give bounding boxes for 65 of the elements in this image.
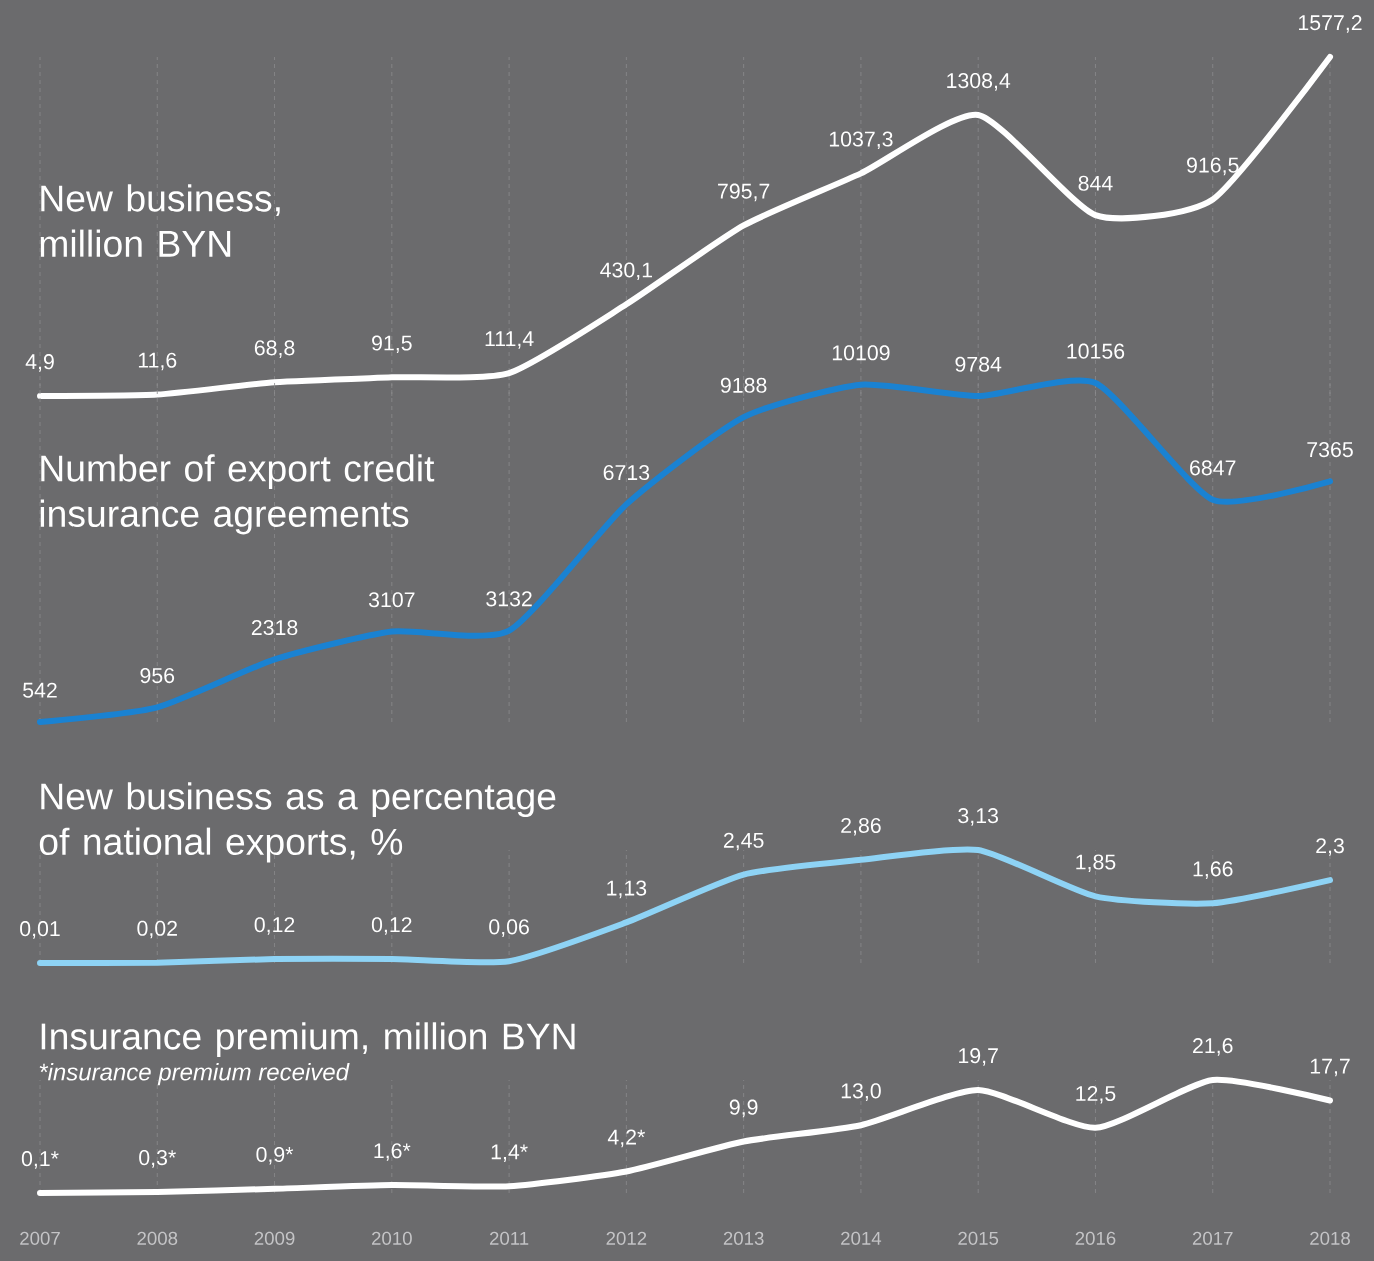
data-label: 2,3 [1316,838,1344,856]
data-label: 1,6* [374,1143,411,1161]
data-label: 3132 [486,591,532,607]
data-label: 1,66 [1193,861,1233,879]
data-label: 1,13 [607,880,647,899]
x-tick-label: 2010 [372,1231,412,1245]
data-label: 542 [23,682,57,698]
data-label: 3107 [368,592,415,608]
data-label: 2318 [251,620,298,636]
data-label: 4,9 [25,354,54,372]
data-label: 956 [140,668,175,684]
x-tick-label: 2013 [723,1231,764,1245]
data-label: 111,4 [485,331,534,349]
x-tick-label: 2009 [254,1231,295,1245]
data-label: 1037,3 [829,131,893,150]
data-label: 844 [1078,175,1113,191]
data-label: 0,12 [254,917,295,935]
data-label: 3,13 [958,808,998,826]
x-tick-label: 2011 [489,1231,529,1245]
data-label: 6713 [603,465,650,481]
x-tick-label: 2015 [958,1231,999,1245]
data-label: 0,12 [371,917,412,935]
data-label: 1,85 [1076,854,1116,873]
data-label: 9188 [720,377,767,393]
data-label: 4,2* [607,1129,646,1148]
data-label: 0,9* [256,1146,294,1165]
data-label: 0,06 [489,919,529,937]
data-label: 11,6 [138,352,177,371]
data-label: 91,5 [372,335,412,354]
data-label: 68,8 [254,340,295,358]
annotation: *insurance premium received [39,1062,350,1086]
x-tick-label: 2014 [841,1231,882,1245]
data-label: 10156 [1067,343,1125,359]
data-label: 6847 [1190,460,1236,476]
x-tick-label: 2007 [20,1231,60,1245]
data-label: 430,1 [600,262,652,281]
data-label: 0,3* [139,1150,176,1168]
data-label: 1577,2 [1299,15,1362,33]
data-label: 21,6 [1193,1038,1233,1056]
data-label: 17,7 [1310,1058,1350,1077]
text: Number of export credit insurance agreements [40,454,435,535]
chart-title: Insurance premium, million BYN [41,1022,575,1058]
data-label: 9,9 [729,1099,758,1118]
data-label: 0,02 [137,920,177,939]
data-label: 10109 [832,345,890,361]
x-tick-label: 2017 [1192,1231,1233,1245]
chart-title: New business as a percentage of national exports, % [39,782,556,863]
data-label: 9784 [955,356,1002,372]
x-tick-label: 2008 [137,1231,178,1245]
data-label: 1308,4 [947,73,1011,91]
data-label: 19,7 [959,1048,998,1066]
data-label: 2,45 [723,832,764,851]
data-label: 13,0 [841,1083,881,1101]
data-label: 795,7 [718,183,770,202]
data-label: 2,86 [841,817,881,836]
data-label: 0,01 [20,921,60,939]
x-tick-label: 2018 [1310,1231,1350,1245]
data-label: 7365 [1307,442,1353,458]
x-tick-label: 2012 [606,1231,647,1245]
x-tick-label: 2016 [1075,1231,1116,1245]
text: New business, million BYN [40,184,280,257]
data-label: 916,5 [1187,157,1239,176]
data-label: 0,1* [21,1151,59,1169]
data-label: 12,5 [1076,1085,1116,1104]
data-label: 1,4* [491,1144,528,1162]
